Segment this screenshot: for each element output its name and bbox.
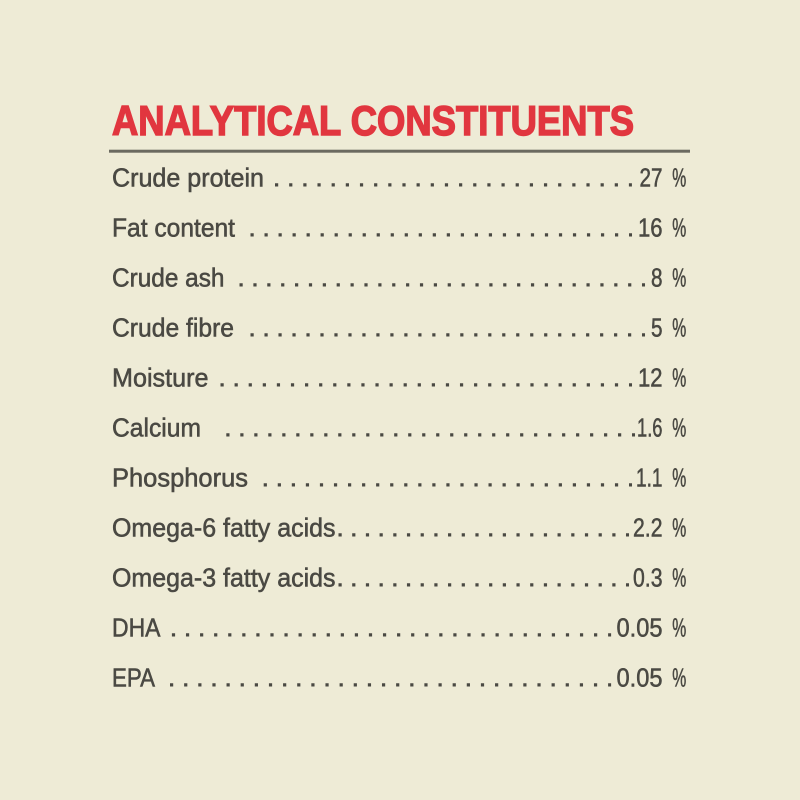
svg-text:Crude fibre: Crude fibre: [112, 313, 234, 343]
svg-text:Calcium: Calcium: [112, 413, 201, 443]
svg-text:%: %: [672, 463, 686, 493]
svg-text:%: %: [672, 213, 686, 243]
svg-text:%: %: [672, 663, 686, 693]
svg-text:0.3: 0.3: [633, 563, 663, 593]
svg-text:1.1: 1.1: [636, 463, 663, 493]
svg-text:%: %: [672, 313, 686, 343]
svg-text:Phosphorus: Phosphorus: [112, 463, 248, 493]
svg-text:%: %: [672, 513, 686, 543]
svg-text:%: %: [672, 263, 686, 293]
svg-text:5: 5: [651, 313, 663, 343]
svg-text:%: %: [672, 413, 686, 443]
svg-text:1.6: 1.6: [637, 413, 663, 443]
svg-text:0.05: 0.05: [617, 663, 663, 693]
svg-text:Moisture: Moisture: [112, 363, 209, 393]
svg-text:8: 8: [651, 263, 663, 293]
svg-text:Crude ash: Crude ash: [112, 263, 225, 293]
svg-text:DHA: DHA: [112, 613, 161, 643]
svg-text:%: %: [672, 163, 686, 193]
svg-text:2.2: 2.2: [633, 513, 663, 543]
svg-text:Omega-6 fatty acids: Omega-6 fatty acids: [112, 513, 336, 543]
svg-text:27: 27: [640, 163, 663, 193]
svg-text:Omega-3 fatty acids: Omega-3 fatty acids: [112, 563, 336, 593]
svg-text:%: %: [672, 613, 686, 643]
svg-text:0.05: 0.05: [617, 613, 663, 643]
svg-text:%: %: [672, 563, 686, 593]
svg-text:%: %: [672, 363, 686, 393]
svg-text:Crude protein: Crude protein: [112, 163, 264, 193]
svg-text:Fat content: Fat content: [112, 213, 236, 243]
svg-text:ANALYTICAL CONSTITUENTS: ANALYTICAL CONSTITUENTS: [112, 97, 634, 144]
svg-text:16: 16: [638, 213, 663, 243]
svg-text:EPA: EPA: [112, 663, 156, 693]
svg-text:12: 12: [638, 363, 663, 393]
